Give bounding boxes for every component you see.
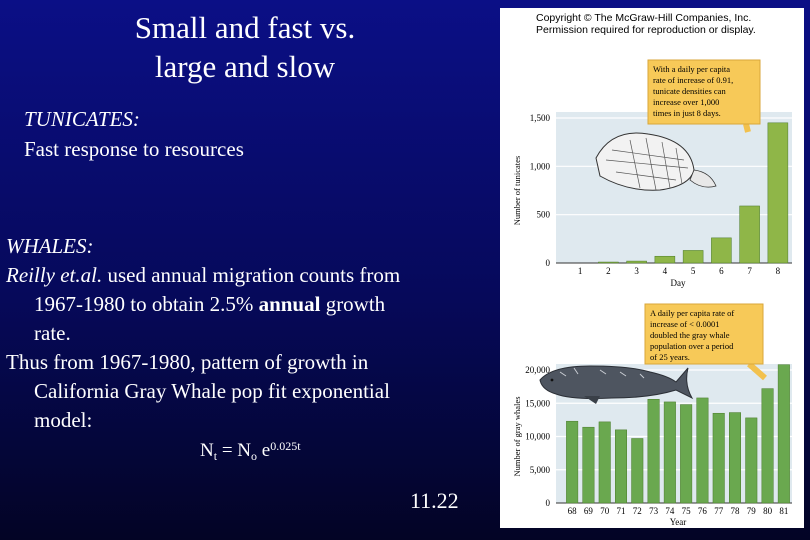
whales-line-3: rate. [34,321,71,345]
bar [745,417,758,504]
whales-annual-bold: annual [258,292,321,316]
annotation-text: population over a period [650,341,734,351]
annotation-text: increase of < 0.0001 [650,319,719,329]
y-tick-label: 1,000 [530,161,551,171]
whales-block: WHALES: Reilly et.al. used annual migrat… [6,232,476,435]
annotation-box [644,303,764,365]
whales-line-6: model: [34,408,93,432]
x-tick-label: 68 [568,506,578,516]
copyright-notice: Copyright © The McGraw-Hill Companies, I… [536,12,756,36]
x-tick-label: 8 [776,266,781,276]
y-axis-label: Number of gray whales [512,396,522,476]
annotation-text: A daily per capita rate of [650,308,734,318]
tunicate-illustration [595,132,717,191]
y-tick-label: 0 [546,258,551,268]
title-line-1: Small and fast vs. [134,10,356,45]
annotation-text: rate of increase of 0.91, [653,75,733,85]
x-tick-label: 7 [747,266,752,276]
x-tick-label: 71 [617,506,626,516]
y-tick-label: 500 [537,210,551,220]
bar [598,421,611,504]
bar [682,250,704,264]
whales-line-2-b: growth [320,292,386,316]
whales-line-5: California Gray Whale pop fit exponentia… [34,379,390,403]
bar [711,237,732,264]
x-tick-label: 3 [634,266,639,276]
bar [729,412,741,504]
y-tick-label: 0 [546,498,551,508]
bar [777,364,790,504]
bar [647,399,660,504]
bar [767,122,789,264]
annotation-text: of 25 years. [650,352,690,362]
x-tick-label: 70 [600,506,610,516]
tunicates-text: Fast response to resources [24,137,244,161]
x-tick-label: 1 [578,266,583,276]
whales-authors: Reilly et.al. [6,263,103,287]
x-tick-label: 69 [584,506,594,516]
y-tick-label: 15,000 [525,398,550,408]
x-tick-label: 72 [633,506,642,516]
x-tick-label: 80 [763,506,773,516]
annotation-text: times in just 8 days. [653,108,721,118]
tunicates-heading: TUNICATES: [24,107,140,131]
x-tick-label: 74 [665,506,675,516]
bar [712,412,725,504]
x-tick-label: 78 [731,506,741,516]
y-tick-label: 20,000 [525,365,550,375]
annotation-pointer [743,123,751,133]
title-line-2: large and slow [154,49,336,84]
bar [626,260,647,264]
bar [663,401,676,504]
x-axis-label: Day [671,278,686,288]
whales-line-4: Thus from 1967-1980, pattern of growth i… [6,350,369,374]
bar [696,397,709,504]
bar [654,255,676,264]
bar [615,429,627,504]
annotation-text: doubled the gray whale [650,330,730,340]
y-axis-label: Number of tunicates [512,156,522,225]
bar [566,420,579,504]
bar [680,404,693,504]
whales-line-1: Reilly et.al. used annual migration coun… [6,261,476,290]
bar [739,205,760,264]
whales-line-1-rest: used annual migration counts from [102,263,401,287]
gray-whale-illustration [539,365,694,404]
x-tick-label: 73 [649,506,659,516]
x-tick-label: 2 [606,266,611,276]
tunicates-block: TUNICATES: Fast response to resources [24,104,244,164]
x-tick-label: 77 [714,506,724,516]
annotation-text: increase over 1,000 [653,97,719,107]
x-tick-label: 79 [747,506,757,516]
bar [598,261,619,264]
annotation-text: With a daily per capita [653,64,730,74]
whales-heading: WHALES: [6,234,94,258]
x-tick-label: 76 [698,506,708,516]
whales-line-2-a: 1967-1980 to obtain 2.5% [34,292,259,316]
exponential-equation: Nt = No e0.025t [200,439,301,463]
slide-title: Small and fast vs. large and slow [80,8,410,86]
bar [582,426,595,504]
annotation-pointer [747,361,767,381]
x-tick-label: 75 [682,506,692,516]
x-tick-label: 81 [779,506,788,516]
bar [631,438,644,504]
slide-number: 11.22 [410,488,459,513]
annotation-box [647,59,761,125]
x-tick-label: 4 [663,266,668,276]
bar [761,388,774,504]
x-tick-label: 5 [691,266,696,276]
x-tick-label: 6 [719,266,724,276]
whales-line-2: 1967-1980 to obtain 2.5% annual growth [6,290,476,319]
annotation-text: tunicate densities can [653,86,726,96]
y-tick-label: 10,000 [525,432,550,442]
y-tick-label: 5,000 [530,465,551,475]
x-axis-label: Year [670,517,687,527]
y-tick-label: 1,500 [530,113,551,123]
